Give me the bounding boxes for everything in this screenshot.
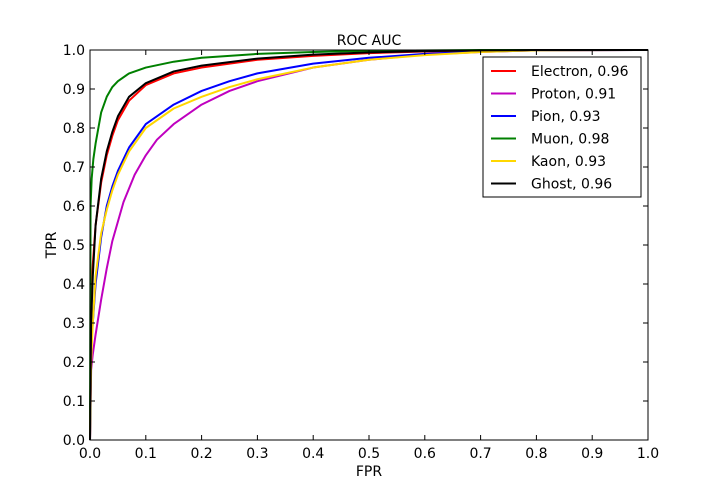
series-line-3 — [89, 49, 648, 441]
x-tick-label: 0.1 — [135, 446, 157, 462]
x-tick-label: 0.6 — [414, 446, 436, 462]
legend: Electron, 0.96 Proton, 0.91 Pion, 0.93 Muon… — [482, 56, 642, 198]
chart-title: ROC AUC — [337, 33, 402, 49]
y-tick-label: 1.0 — [63, 43, 85, 59]
y-tick-label: 0.0 — [63, 433, 85, 449]
legend-label-5: Ghost, 0.96 — [531, 177, 612, 193]
y-tick-label: 0.8 — [63, 121, 85, 137]
y-tick-label: 0.4 — [63, 277, 85, 293]
x-tick-label: 0.5 — [358, 446, 380, 462]
y-tick-label: 0.2 — [63, 355, 85, 371]
x-tick-label: 0.4 — [302, 446, 324, 462]
x-axis-title: FPR — [356, 464, 382, 480]
x-tick-label: 0.3 — [246, 446, 268, 462]
x-tick-label: 0.0 — [79, 446, 101, 462]
y-axis-title: TPR — [44, 231, 60, 259]
x-tick-label: 0.8 — [525, 446, 547, 462]
series-line-4 — [89, 49, 649, 441]
x-tick-label: 0.9 — [581, 446, 603, 462]
legend-label-2: Pion, 0.93 — [531, 109, 601, 125]
y-tick-label: 0.9 — [63, 82, 85, 98]
y-tick-label: 0.3 — [63, 316, 85, 332]
legend-label-3: Muon, 0.98 — [531, 132, 609, 148]
y-tick-label: 0.1 — [63, 394, 85, 410]
legend-box — [482, 56, 642, 198]
y-tick-label: 0.7 — [63, 160, 85, 176]
y-tick-label: 0.5 — [63, 238, 85, 254]
ticks-layer: 0.0 0.1 0.2 0.3 0.4 0.5 0.6 0.7 0.8 0.9 1.0 0.0 0.1 0… — [63, 43, 659, 462]
y-tick-label: 0.6 — [63, 199, 85, 215]
x-tick-label: 0.2 — [190, 446, 212, 462]
legend-label-4: Kaon, 0.93 — [531, 154, 606, 170]
x-tick-label: 1.0 — [637, 446, 659, 462]
legend-label-1: Proton, 0.91 — [531, 87, 616, 103]
x-tick-label: 0.7 — [469, 446, 491, 462]
legend-label-0: Electron, 0.96 — [531, 64, 629, 80]
